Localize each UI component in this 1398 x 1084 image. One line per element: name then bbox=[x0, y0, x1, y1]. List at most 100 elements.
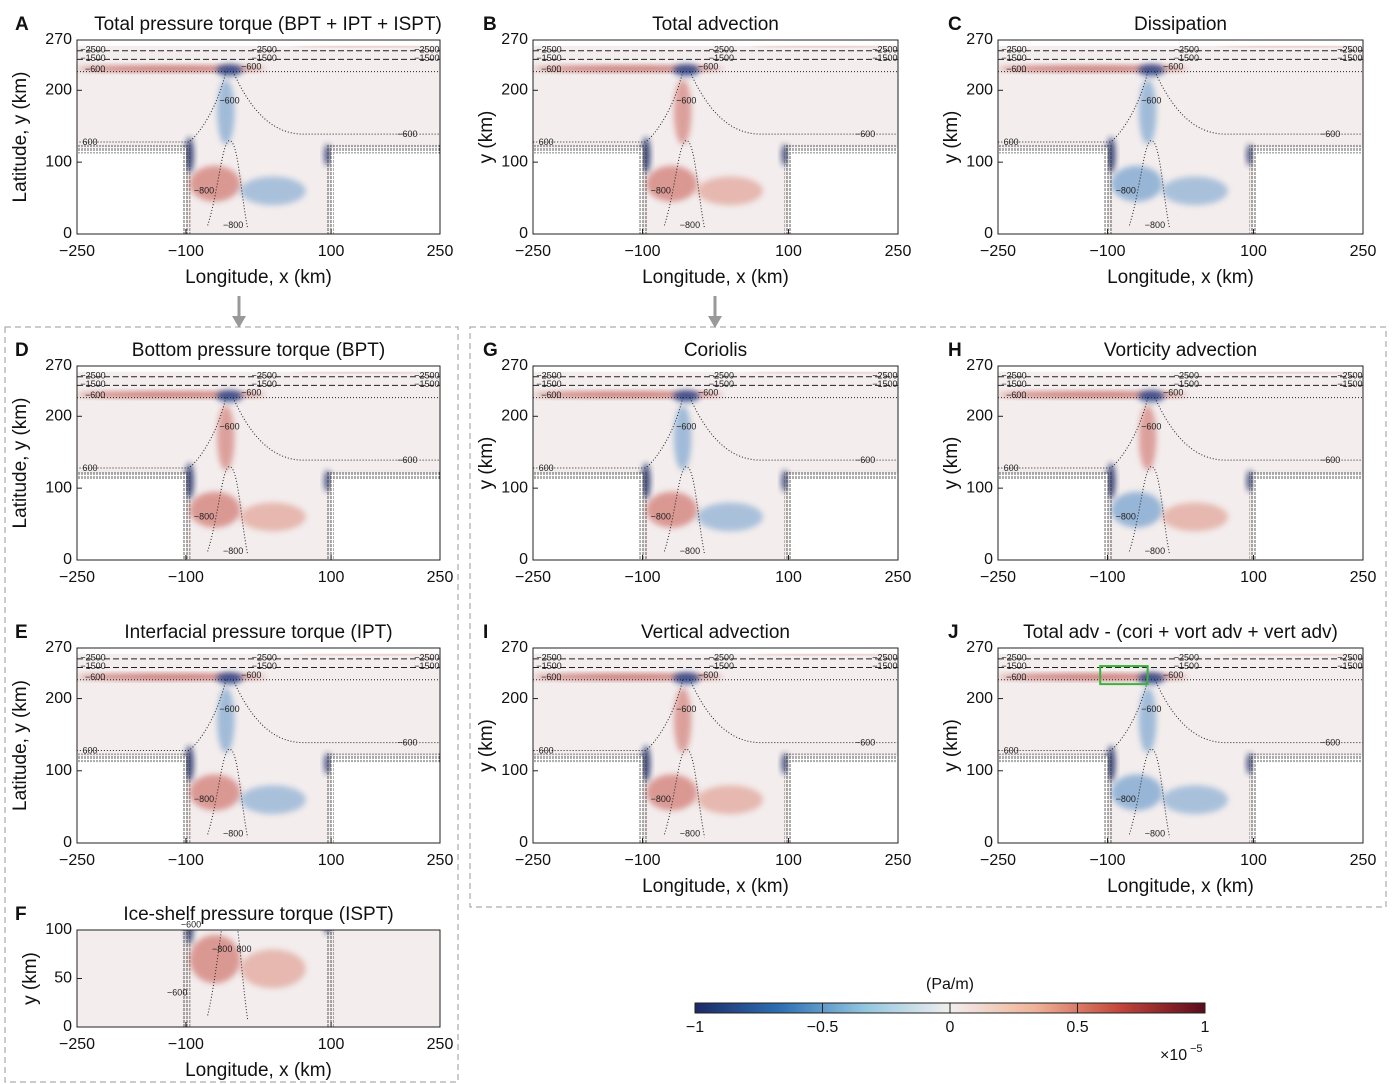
y-tick-label: 100 bbox=[501, 479, 528, 496]
contour-label: −2500 bbox=[1001, 370, 1026, 380]
field bbox=[998, 366, 1363, 560]
axes-frame bbox=[997, 365, 1364, 561]
x-tick-label: −100 bbox=[1089, 243, 1125, 260]
hatch bbox=[328, 753, 440, 763]
hatch bbox=[998, 470, 1111, 480]
contour-label: −1500 bbox=[252, 661, 277, 671]
contour-label: −600 bbox=[676, 704, 696, 714]
y-tick-label: 270 bbox=[45, 31, 72, 48]
contour-label: −600 bbox=[698, 388, 718, 398]
panel-title: Total advection bbox=[652, 14, 779, 35]
contour bbox=[232, 679, 440, 744]
panel: −2500 −2500 −2500−1500 −1500 −1500−600−600−6… bbox=[941, 622, 1376, 897]
x-tick-label: −100 bbox=[624, 243, 660, 260]
contour bbox=[998, 71, 1149, 143]
field-blob bbox=[1138, 64, 1165, 76]
x-tick-label: 100 bbox=[318, 852, 345, 869]
x-tick-label: 100 bbox=[775, 569, 802, 586]
hatch bbox=[1249, 753, 1257, 843]
contour-label: −600 bbox=[241, 388, 261, 398]
hatch bbox=[639, 753, 647, 843]
contour-label: −600 bbox=[1141, 704, 1161, 714]
y-tick-label: 100 bbox=[45, 479, 72, 496]
contour-label: −1500 bbox=[1337, 661, 1362, 671]
panel-title: Ice-shelf pressure torque (ISPT) bbox=[123, 904, 393, 925]
field-blob bbox=[1138, 79, 1157, 145]
contour-label: 600 bbox=[83, 746, 98, 756]
contour-label: −800 bbox=[194, 794, 214, 804]
field-blob bbox=[217, 405, 235, 471]
contour-label: −600 bbox=[241, 670, 261, 680]
hatch bbox=[1104, 753, 1112, 843]
y-tick-label: 100 bbox=[966, 762, 993, 779]
field-blob bbox=[1111, 491, 1163, 528]
hatch bbox=[1249, 144, 1257, 234]
contour-label: −600 bbox=[85, 390, 105, 400]
contour-label: −600 bbox=[676, 421, 696, 431]
panel: −2500 −2500 −2500−1500 −1500 −1500−600−600−6… bbox=[476, 340, 911, 586]
contour bbox=[77, 397, 227, 469]
panel: −2500 −2500 −2500−1500 −1500 −1500−600−600−6… bbox=[941, 14, 1376, 288]
hatch bbox=[326, 470, 335, 560]
contour-label: −1500 bbox=[80, 53, 105, 63]
x-tick-label: −100 bbox=[624, 852, 660, 869]
contour-label: −1500 bbox=[1174, 53, 1199, 63]
panel-letter: F bbox=[15, 904, 27, 925]
panel-letter: J bbox=[948, 622, 959, 643]
y-tick-label: 100 bbox=[45, 762, 72, 779]
contour-label: −2500 bbox=[536, 652, 561, 662]
y-tick-label: 0 bbox=[519, 551, 528, 568]
x-tick-label: 100 bbox=[1240, 243, 1267, 260]
field bbox=[533, 366, 898, 560]
contour-label: −600 bbox=[698, 670, 718, 680]
hatch bbox=[182, 930, 191, 1027]
contour-label: −1500 bbox=[536, 379, 561, 389]
y-tick-label: 200 bbox=[45, 82, 72, 99]
hatch bbox=[1250, 144, 1363, 154]
colorbar-tick-label: −1 bbox=[686, 1019, 704, 1036]
field-blob bbox=[673, 687, 692, 753]
contour-label: −2500 bbox=[80, 652, 105, 662]
contour-label: −600 bbox=[855, 129, 875, 139]
panel: −2500 −2500 −2500−1500 −1500 −1500−600−600−6… bbox=[10, 340, 453, 586]
field-blob bbox=[1162, 785, 1228, 815]
field-blob bbox=[697, 176, 763, 206]
land bbox=[998, 473, 1108, 560]
field-blob bbox=[646, 774, 698, 811]
x-tick-label: 250 bbox=[427, 852, 454, 869]
contour-label: −1500 bbox=[872, 53, 897, 63]
contour bbox=[998, 679, 1149, 752]
hatch bbox=[533, 470, 646, 480]
y-axis-label: y (km) bbox=[20, 952, 41, 1005]
contour-label: −2500 bbox=[252, 370, 277, 380]
field-blob bbox=[1111, 774, 1163, 811]
contour-label: −1500 bbox=[872, 379, 897, 389]
contour-label: −600 bbox=[219, 704, 239, 714]
y-axis-label: y (km) bbox=[941, 437, 962, 490]
contour-label: −600 bbox=[397, 455, 417, 465]
hatch bbox=[77, 470, 189, 480]
colorbar-tick-label: 0 bbox=[946, 1019, 955, 1036]
contour bbox=[1154, 679, 1363, 744]
land bbox=[1253, 756, 1363, 843]
hatch bbox=[785, 470, 898, 480]
y-tick-label: 270 bbox=[966, 357, 993, 374]
hatch bbox=[639, 470, 647, 560]
colorbar-title: (Pa/m) bbox=[926, 976, 974, 993]
axes-frame bbox=[997, 39, 1364, 235]
field-blob bbox=[673, 64, 700, 76]
contour-label: −800 bbox=[680, 220, 700, 230]
hatch bbox=[1249, 470, 1257, 560]
y-axis-label: y (km) bbox=[476, 437, 497, 490]
contour-label: −1500 bbox=[709, 661, 734, 671]
contour-label: −2500 bbox=[414, 652, 439, 662]
y-tick-label: 100 bbox=[45, 153, 72, 170]
contour-label: −2500 bbox=[872, 370, 897, 380]
y-tick-label: 200 bbox=[501, 408, 528, 425]
panel-letter: D bbox=[15, 340, 29, 361]
contour-label: −600 bbox=[219, 95, 239, 105]
y-tick-label: 100 bbox=[501, 762, 528, 779]
contour bbox=[533, 71, 684, 143]
x-tick-label: 100 bbox=[1240, 852, 1267, 869]
